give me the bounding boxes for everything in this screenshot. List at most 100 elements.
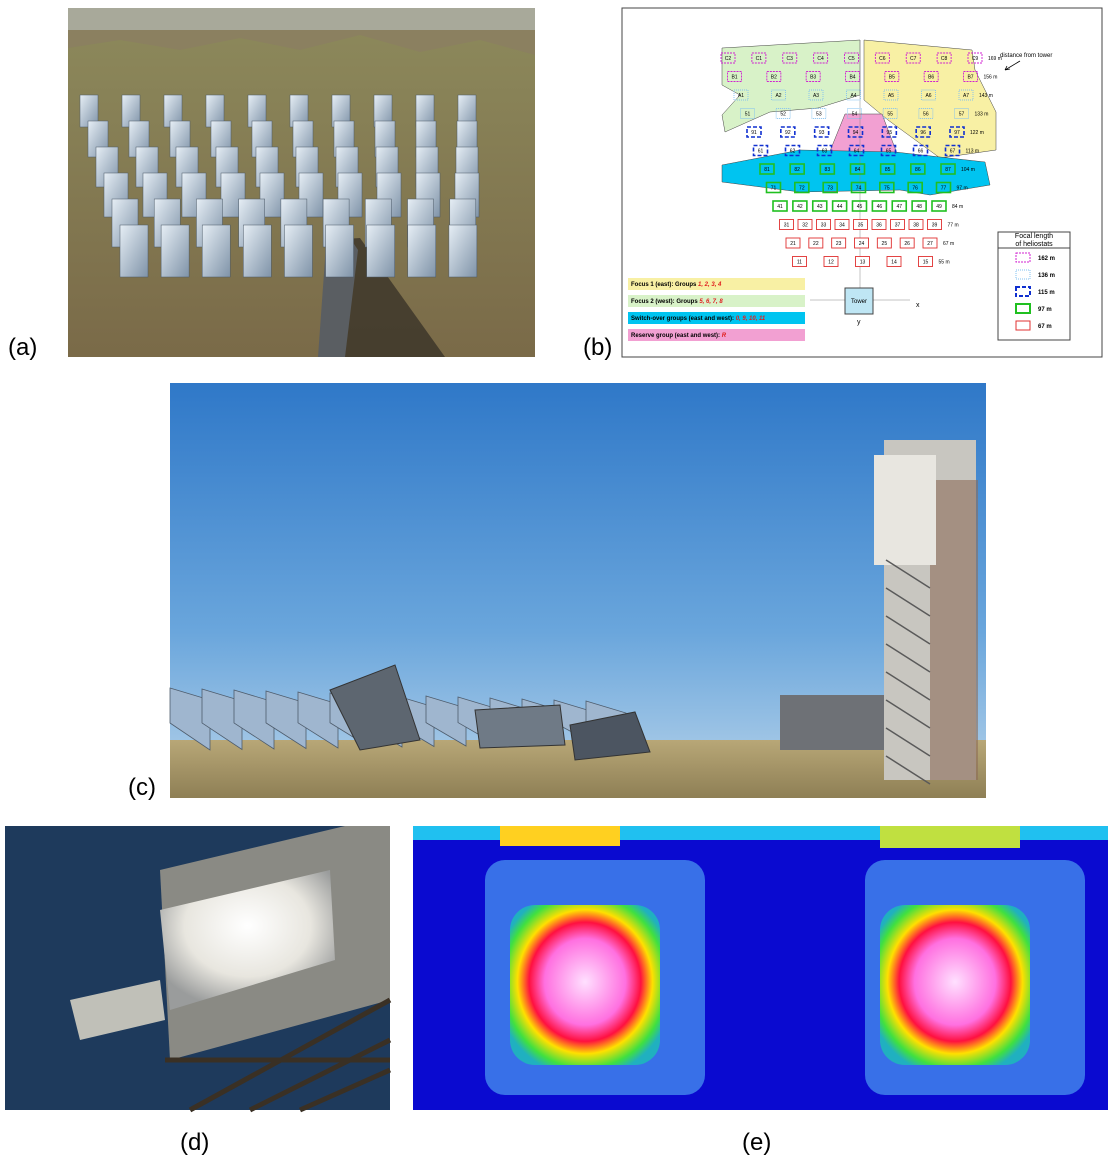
heliostat-box — [912, 144, 929, 157]
photo-a — [68, 8, 535, 357]
panel-label: (d) — [180, 1129, 209, 1156]
heliostat-box — [819, 163, 836, 175]
heliostat-box — [880, 144, 897, 157]
heliostat-label: 44 — [837, 204, 843, 210]
group-legend: Switch-over groups (east and west): 0, 9… — [631, 316, 766, 322]
heliostat-box — [848, 144, 865, 157]
heliostat-box — [808, 89, 824, 101]
heliostat-label: B4 — [849, 75, 855, 81]
mirror — [160, 224, 190, 278]
distance-label: 122 m — [970, 130, 984, 136]
heliostat — [169, 687, 211, 751]
heliostat-label: 91 — [751, 130, 757, 136]
heliostat-label: 32 — [802, 223, 808, 229]
focal-legend-title: Focal length — [1015, 233, 1053, 240]
heliostat-box — [883, 89, 899, 101]
heliostat-label: 83 — [825, 167, 831, 173]
heliostat-label: 77 — [941, 186, 947, 192]
heliostat-label: 85 — [885, 167, 891, 173]
heliostat-label: A7 — [963, 93, 969, 99]
group-text: Focus 2 (west): Groups — [631, 299, 699, 305]
heliostat-label: 42 — [797, 204, 803, 210]
heliostat-label: 65 — [886, 149, 892, 155]
heliostat-label: 41 — [777, 204, 783, 210]
heliostat — [425, 695, 467, 747]
heliostat-box — [759, 163, 775, 175]
heliostat — [201, 688, 243, 751]
tower-box — [844, 287, 874, 315]
heliostat-box — [844, 52, 859, 64]
heliostat-box — [811, 108, 827, 119]
lattice — [885, 699, 931, 729]
heliostat-box — [935, 181, 952, 194]
heliostat-box — [923, 71, 939, 82]
heliostat-label: A2 — [775, 93, 781, 99]
heliostat-label: B1 — [731, 75, 737, 81]
heliostat-box — [890, 219, 905, 230]
legend-sample — [1015, 252, 1031, 263]
heliostat-box — [915, 126, 931, 138]
heliostat-box — [931, 200, 947, 212]
heliostat-box — [958, 89, 974, 101]
distance-label: 113 m — [966, 149, 980, 155]
heliostat-label: 92 — [785, 130, 791, 136]
heliostat-label: 21 — [790, 241, 796, 247]
heliostat-label: 37 — [895, 223, 901, 229]
heliostat-label: 66 — [918, 149, 924, 155]
heliostat-label: 64 — [854, 149, 860, 155]
heliostat-label: 31 — [784, 223, 790, 229]
group-text: Reserve group (east and west): — [631, 333, 722, 339]
lattice — [885, 727, 931, 757]
heliostat-box — [780, 126, 796, 138]
thermal-hot-edge — [880, 826, 1020, 848]
heliostat-box — [766, 71, 782, 82]
heliostat-box — [792, 256, 807, 267]
heliostat-label: B3 — [810, 75, 816, 81]
heliostat-label: 53 — [816, 112, 822, 118]
heliostat-box — [879, 163, 896, 175]
photo-d — [5, 826, 392, 1113]
heliostat-box — [846, 89, 861, 101]
axis-x-label: x — [916, 302, 920, 309]
heliostat-box — [805, 71, 821, 82]
panel-label: (e) — [742, 1129, 771, 1156]
heliostat-label: C8 — [941, 56, 948, 62]
heliostat-box — [746, 126, 762, 138]
heliostat-label: 46 — [877, 204, 883, 210]
heliostat-label: C1 — [756, 56, 763, 62]
lattice — [885, 671, 931, 701]
heliostat-box — [855, 256, 870, 267]
heliostat-label: 55 — [887, 112, 893, 118]
tower-label: Tower — [851, 299, 867, 305]
heliostat-label: 36 — [876, 223, 882, 229]
heliostat-label: C7 — [910, 56, 917, 62]
heliostat-label: 93 — [819, 130, 825, 136]
lattice — [885, 615, 931, 645]
distance-label: 67 m — [943, 241, 954, 247]
distance-label: 143 m — [979, 93, 993, 99]
sky — [68, 8, 535, 30]
heliostat-label: C4 — [817, 56, 824, 62]
heliostat-box — [882, 108, 898, 119]
heliostat-label: C9 — [972, 56, 979, 62]
distance-label: 133 m — [975, 112, 989, 118]
heliostat-label: 86 — [915, 167, 921, 173]
heliostat-label: 73 — [827, 186, 833, 192]
heliostat-label: 71 — [771, 186, 777, 192]
heliostat-box — [967, 52, 983, 64]
heliostat-box — [771, 89, 786, 101]
focal-legend-item: 162 m — [1038, 256, 1055, 262]
heliostat-label: B2 — [771, 75, 777, 81]
heliostat-label: B5 — [889, 75, 895, 81]
group-text: Switch-over groups (east and west): — [631, 316, 736, 322]
heliostat-box — [922, 237, 938, 249]
heliostat-box — [876, 237, 892, 249]
heliostat-box — [727, 71, 742, 82]
group-swatch — [628, 312, 805, 324]
heliostat-box — [772, 200, 788, 212]
heliostat-box — [853, 219, 868, 230]
heliostat-box — [940, 163, 956, 175]
focal-legend-title: of heliostats — [1015, 241, 1053, 248]
heliostat-box — [918, 256, 933, 267]
